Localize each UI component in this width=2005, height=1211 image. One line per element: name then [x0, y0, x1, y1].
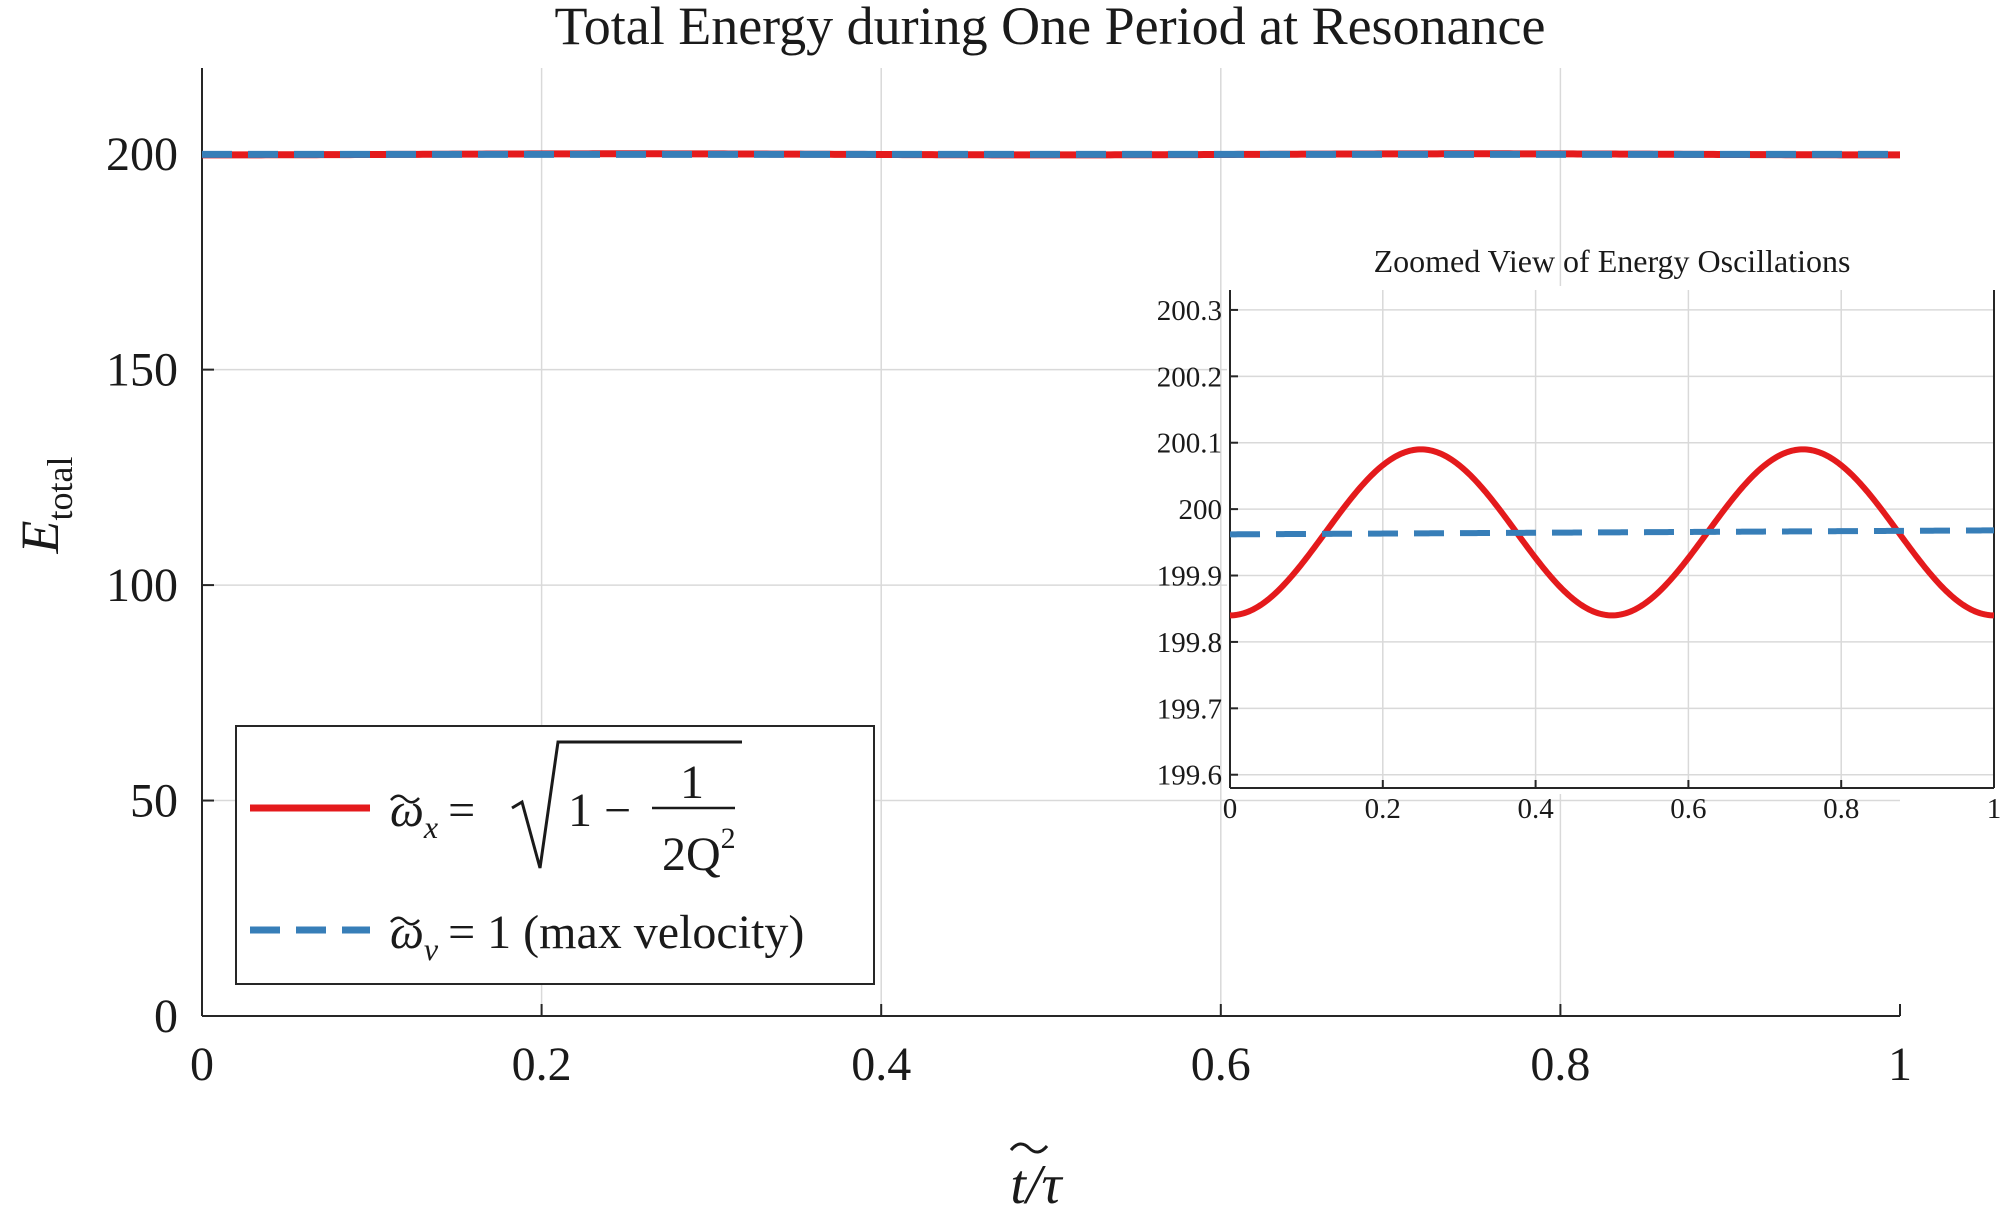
legend-fraction-denominator: 2Q2	[662, 822, 736, 881]
inset-y-tick-label-5: 200.1	[1157, 428, 1222, 460]
tilde-accent	[1009, 1142, 1049, 1154]
chart-title: Total Energy during One Period at Resona…	[555, 0, 1546, 56]
inset-series-omega-v	[1229, 527, 1995, 538]
tilde-omega-v	[390, 916, 420, 926]
inset-series	[1229, 446, 1995, 619]
main-tick-labels: 0 0.2 0.4 0.6 0.8 1 0 50 100 150 200	[106, 128, 1912, 1091]
legend-fraction-numerator: 1	[680, 756, 704, 809]
y-tick-label-4: 200	[106, 128, 178, 181]
inset-x-tick-label-1: 0.2	[1365, 793, 1401, 825]
inset-axes	[1229, 290, 1995, 789]
inset-background	[1227, 286, 1997, 794]
x-axis-label: t/τ	[1009, 1142, 1064, 1211]
main-series	[202, 150, 1900, 159]
inset-y-tick-label-1: 199.7	[1157, 693, 1222, 725]
inset-y-tick-label-2: 199.8	[1157, 627, 1222, 659]
y-tick-label-1: 50	[130, 775, 178, 828]
y-tick-label-3: 150	[106, 344, 178, 397]
x-tick-label-5: 1	[1888, 1038, 1912, 1091]
svg-text:t/τ: t/τ	[1010, 1154, 1063, 1211]
legend-radicand: 1 −	[568, 784, 631, 837]
inset-x-tick-label-4: 0.8	[1823, 793, 1859, 825]
inset-y-tick-label-3: 199.9	[1157, 561, 1222, 593]
x-tick-label-1: 0.2	[512, 1038, 572, 1091]
main-axes	[201, 68, 1901, 1017]
x-tick-label-3: 0.6	[1191, 1038, 1251, 1091]
tilde-omega-x	[390, 794, 420, 804]
legend-label-omega-x: ωx =	[390, 784, 475, 845]
x-tick-label-4: 0.8	[1530, 1038, 1590, 1091]
y-axis-label: Etotal	[10, 457, 80, 555]
inset-x-tick-label-2: 0.4	[1517, 793, 1554, 825]
sqrt-radical	[511, 740, 742, 869]
inset-x-tick-label-0: 0	[1223, 793, 1238, 825]
inset-y-tick-label-7: 200.3	[1157, 295, 1222, 327]
inset-tick-labels: 0 0.2 0.4 0.6 0.8 1 199.6 199.7 199.8 199.9 200 200…	[1157, 295, 2002, 825]
inset-x-tick-label-3: 0.6	[1670, 793, 1706, 825]
inset-y-tick-label-4: 200	[1179, 494, 1223, 526]
inset-chart: Zoomed View of Energy Oscillations 0 0.2 0…	[1157, 243, 2002, 825]
inset-x-tick-label-5: 1	[1987, 793, 2002, 825]
x-tick-label-2: 0.4	[851, 1038, 911, 1091]
legend-label-omega-v: ωv = 1 (max velocity)	[390, 906, 804, 967]
legend: ωx = 1 − 1 2Q2 ωv = 1 (max velocity)	[235, 725, 875, 985]
inset-grid	[1230, 290, 1994, 788]
inset-series-omega-x	[1229, 446, 1995, 619]
y-tick-label-2: 100	[106, 559, 178, 612]
x-tick-label-0: 0	[190, 1038, 214, 1091]
inset-y-tick-label-6: 200.2	[1157, 361, 1222, 393]
inset-y-tick-label-0: 199.6	[1157, 760, 1222, 792]
y-tick-label-0: 0	[154, 990, 178, 1043]
inset-title: Zoomed View of Energy Oscillations	[1374, 243, 1851, 279]
